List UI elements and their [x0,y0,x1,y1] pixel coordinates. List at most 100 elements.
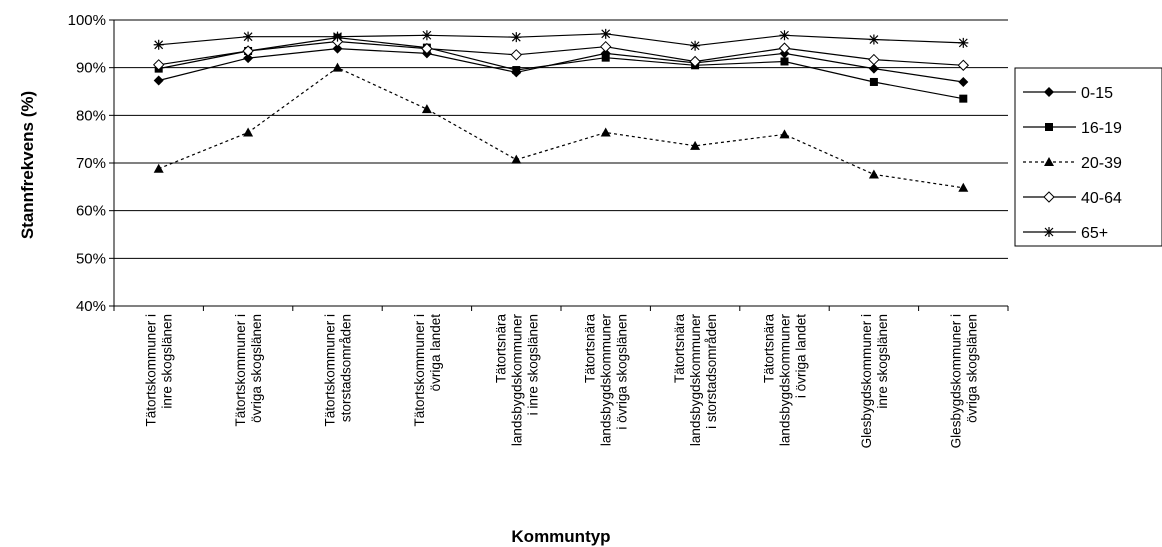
legend-label: 0-15 [1081,85,1113,102]
data-point [958,76,969,87]
legend-item: 0-15 [1023,85,1113,102]
series-line [158,40,964,66]
legend-item: 20-39 [1023,155,1122,172]
svg-text:landsbygdskommuner: landsbygdskommuner [778,314,793,447]
x-category-label: Tätortskommuner i inre skogslänen [144,314,175,427]
data-point [421,42,433,55]
series-40-64 [152,35,970,71]
data-point [1043,191,1055,203]
data-point [421,104,432,114]
x-category-label: Tätortsnära landsbygdskommuner i storstads… [672,314,719,447]
data-point [512,66,521,75]
legend-label: 65+ [1081,225,1108,242]
y-tick-label: 80% [76,107,106,124]
data-point [958,182,969,192]
data-point [780,57,789,66]
svg-text:landsbygdskommuner: landsbygdskommuner [599,314,614,447]
svg-text:Tätortsnära: Tätortsnära [493,314,508,384]
data-point [868,63,879,74]
data-point [600,127,611,137]
svg-text:landsbygdskommuner: landsbygdskommuner [509,314,524,447]
data-point [510,49,523,61]
svg-text:Glesbygdskommuner i: Glesbygdskommuner i [859,314,874,448]
x-category-label: Tätortsnära landsbygdskommuner i övriga la… [762,314,809,447]
data-point [690,40,701,51]
x-category-label: Tätortskommuner i övriga landet [412,314,443,427]
x-axis-title: Kommuntyp [511,527,610,546]
data-point [869,77,878,86]
series-line [158,47,964,83]
legend-box [1014,67,1162,247]
series-line [158,36,964,100]
svg-text:Tätortskommuner i: Tätortskommuner i [233,314,248,427]
svg-text:övriga skogslänen: övriga skogslänen [964,314,979,423]
y-axis-title: Stannfrekvens (%) [18,91,37,239]
data-point [1044,87,1054,97]
x-category-label: Tätortsnära landsbygdskommuner i övriga sk… [583,314,630,447]
data-series [152,28,970,192]
series-0-15 [153,43,969,87]
svg-text:storstadsområden: storstadsområden [339,314,354,422]
data-point [599,40,612,53]
legend-item: 16-19 [1023,120,1122,137]
data-point [958,37,969,48]
svg-text:Tätortsnära: Tätortsnära [672,314,687,384]
data-point [1044,157,1054,166]
svg-text:Tätortskommuner i: Tätortskommuner i [412,314,427,427]
svg-text:landsbygdskommuner: landsbygdskommuner [688,314,703,447]
series-line [158,67,964,189]
data-point [421,30,432,41]
data-point [779,30,790,41]
svg-text:inre skogslänen: inre skogslänen [875,314,890,409]
series-20-39 [153,62,969,192]
legend: 0-15 16-19 20-39 40-64 65+ [1014,67,1162,247]
x-category-label: Glesbygdskommuner i övriga skogslänen [948,314,979,448]
y-tick-label: 100% [68,12,106,29]
svg-text:Tätortskommuner i: Tätortskommuner i [323,314,338,427]
svg-text:i inre skogslänen: i inre skogslänen [525,314,540,415]
x-category-label: Tätortskommuner i storstadsområden [323,314,354,427]
data-point [957,59,970,71]
data-point [868,169,879,179]
data-point [601,53,610,62]
data-point [332,31,343,42]
data-point [152,59,165,71]
data-point [779,129,790,139]
axes [113,20,1009,311]
svg-text:Tätortsnära: Tätortsnära [762,314,777,384]
svg-text:Glesbygdskommuner i: Glesbygdskommuner i [948,314,963,448]
x-category-label: Glesbygdskommuner i inre skogslänen [859,314,890,448]
data-point [243,31,254,42]
legend-item: 40-64 [1023,190,1122,207]
y-tick-label: 60% [76,203,106,220]
data-point [868,34,879,45]
data-point [690,140,701,150]
y-tick-label: 40% [76,298,106,315]
data-point [959,94,968,103]
data-point [600,28,611,39]
data-point [778,42,791,54]
svg-text:övriga skogslänen: övriga skogslänen [249,314,264,423]
svg-text:övriga landet: övriga landet [428,314,443,392]
svg-text:Tätortskommuner i: Tätortskommuner i [144,314,159,427]
data-point [511,154,522,164]
data-point [332,62,343,72]
data-point [242,45,254,57]
y-axis-ticks: 40% 50% 60% 70% 80% 90% 100% [68,12,114,315]
legend-item: 65+ [1023,225,1108,242]
gridlines [114,19,1008,259]
y-tick-label: 70% [76,155,106,172]
data-point [243,53,254,64]
svg-text:Tätortsnära: Tätortsnära [583,314,598,384]
x-axis-category-labels: Tätortskommuner i inre skogslänen Tätortsk… [144,314,980,449]
data-point [1045,123,1053,131]
data-point [689,55,701,68]
x-category-label: Tätortskommuner i övriga skogslänen [233,314,264,427]
data-point [332,43,343,54]
data-point [153,39,164,50]
y-tick-label: 50% [76,250,106,267]
series-line [158,33,964,47]
legend-label: 16-19 [1081,120,1122,137]
data-point [153,75,164,86]
